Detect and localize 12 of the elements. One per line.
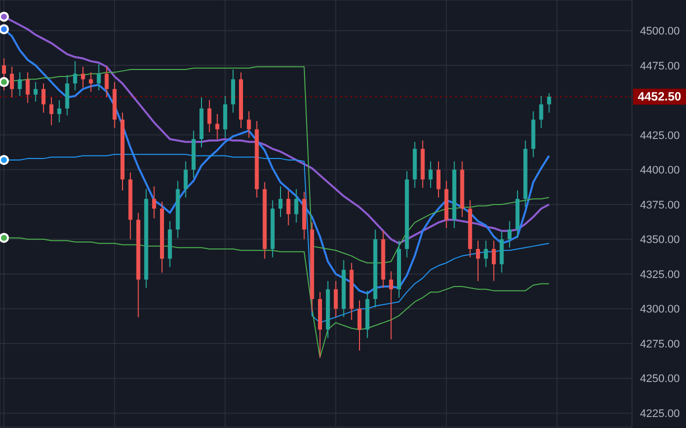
ref-line-label: 4452.50 bbox=[638, 90, 682, 104]
y-tick-label: 4275.00 bbox=[640, 338, 680, 350]
y-tick-label: 4425.00 bbox=[640, 130, 680, 142]
y-tick-label: 4500.00 bbox=[640, 26, 680, 38]
y-tick-label: 4375.00 bbox=[640, 199, 680, 212]
y-tick-label: 4225.00 bbox=[640, 408, 680, 420]
y-tick-label: 4350.00 bbox=[640, 234, 680, 246]
y-tick-label: 4325.00 bbox=[640, 268, 680, 281]
y-tick-label: 4300.00 bbox=[640, 304, 680, 316]
y-tick-label: 4400.00 bbox=[640, 164, 680, 177]
y-tick-label: 4250.00 bbox=[640, 373, 680, 386]
y-tick-label: 4475.00 bbox=[640, 60, 680, 72]
